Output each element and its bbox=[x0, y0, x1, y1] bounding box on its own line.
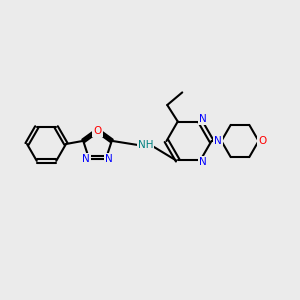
Text: N: N bbox=[82, 154, 90, 164]
Text: NH: NH bbox=[138, 140, 153, 151]
Text: N: N bbox=[200, 157, 207, 167]
Text: O: O bbox=[93, 125, 102, 136]
Text: O: O bbox=[258, 136, 266, 146]
Text: N: N bbox=[200, 113, 207, 124]
Text: N: N bbox=[214, 136, 222, 146]
Text: N: N bbox=[105, 154, 112, 164]
